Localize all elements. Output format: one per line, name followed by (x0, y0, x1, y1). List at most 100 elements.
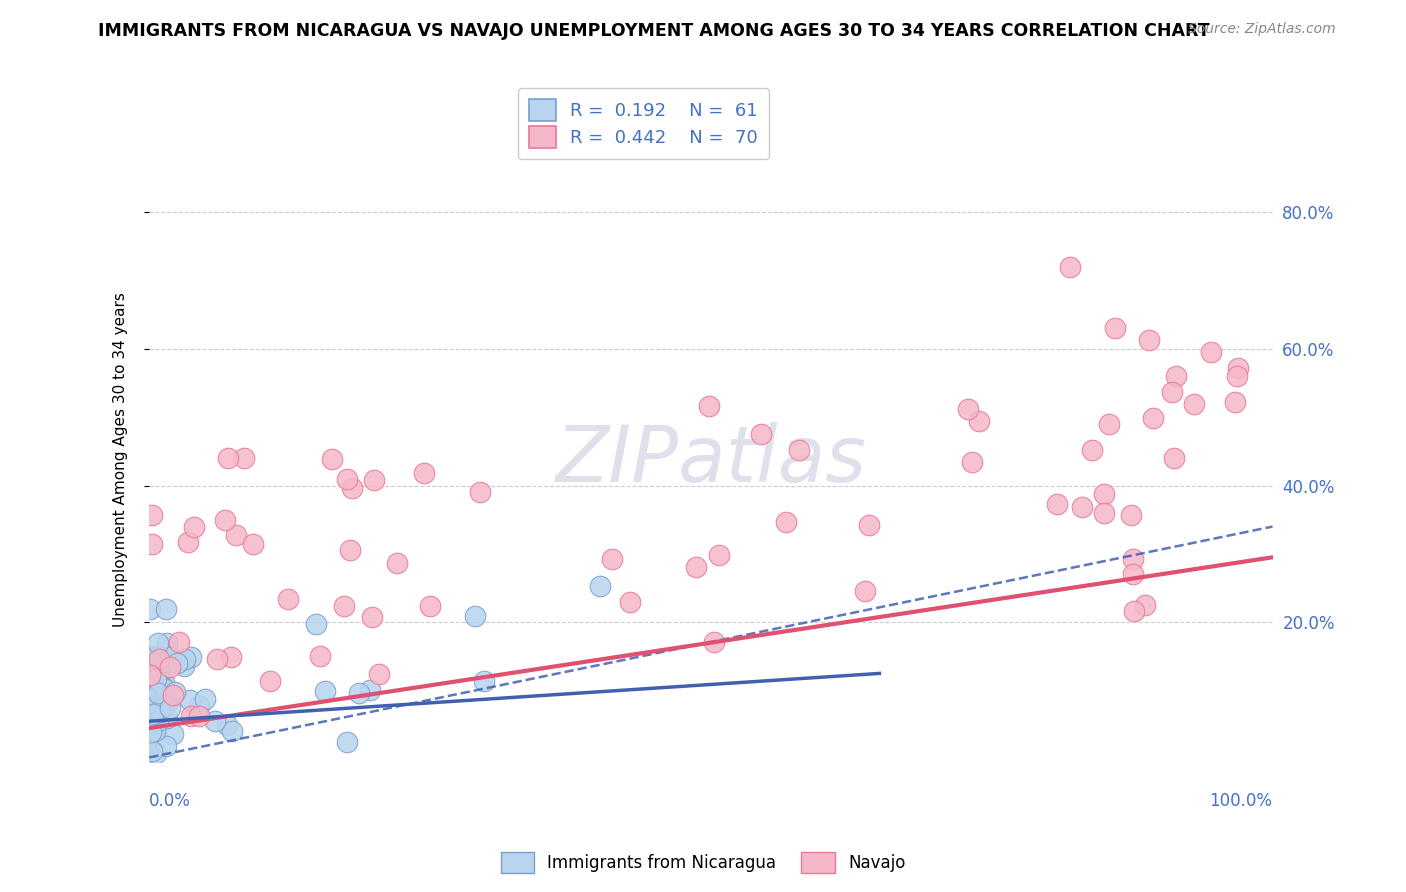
Point (148, 635, 170, 649)
Point (139, 601, 162, 615)
Point (139, 649, 162, 664)
Point (858, 517, 880, 532)
Point (360, 610, 382, 624)
Point (242, 537, 264, 551)
Point (685, 560, 707, 574)
Point (1098, 417, 1121, 431)
Point (165, 685, 187, 699)
Point (1163, 451, 1185, 466)
Point (217, 451, 239, 466)
Point (142, 705, 165, 719)
Point (194, 691, 217, 706)
Point (1142, 411, 1164, 425)
Point (464, 608, 486, 623)
Point (149, 703, 172, 717)
Point (156, 695, 179, 709)
Point (183, 519, 205, 533)
Point (139, 692, 162, 706)
Point (1122, 551, 1144, 566)
Point (152, 686, 174, 700)
Point (149, 705, 172, 719)
Point (225, 527, 247, 541)
Text: 100.0%: 100.0% (1209, 792, 1272, 811)
Text: 0.0%: 0.0% (149, 792, 191, 811)
Point (1080, 442, 1102, 457)
Point (139, 700, 162, 714)
Point (1226, 368, 1249, 383)
Point (956, 401, 979, 416)
Point (749, 426, 772, 441)
Point (145, 672, 167, 686)
Text: ZIPatlas: ZIPatlas (555, 422, 866, 498)
Point (141, 744, 163, 758)
Point (853, 584, 876, 599)
Point (143, 649, 166, 664)
Point (1164, 369, 1187, 384)
Point (1059, 260, 1081, 274)
Point (188, 709, 211, 723)
Text: Source: ZipAtlas.com: Source: ZipAtlas.com (1188, 22, 1336, 37)
Point (314, 684, 336, 698)
Point (159, 650, 181, 665)
Point (173, 658, 195, 673)
Point (139, 693, 162, 707)
Point (143, 724, 166, 739)
Point (148, 664, 170, 678)
Point (162, 727, 184, 741)
Point (139, 699, 162, 714)
Point (221, 724, 243, 739)
Point (1121, 508, 1143, 522)
Point (619, 594, 641, 608)
Point (145, 711, 167, 725)
Point (787, 443, 810, 458)
Text: IMMIGRANTS FROM NICARAGUA VS NAVAJO UNEMPLOYMENT AMONG AGES 30 TO 34 YEARS CORRE: IMMIGRANTS FROM NICARAGUA VS NAVAJO UNEM… (98, 22, 1211, 40)
Point (179, 692, 201, 706)
Point (308, 648, 330, 663)
Point (1122, 605, 1144, 619)
Point (321, 452, 343, 467)
Point (219, 649, 242, 664)
Point (1122, 567, 1144, 582)
Point (359, 683, 381, 698)
Point (205, 652, 228, 666)
Point (142, 707, 165, 722)
Point (342, 482, 364, 496)
Point (150, 656, 173, 670)
Point (167, 635, 190, 649)
Point (156, 711, 179, 725)
Point (1161, 384, 1184, 399)
Point (336, 471, 359, 485)
Point (697, 400, 720, 414)
Point (141, 725, 163, 739)
Legend: R =  0.192    N =  61, R =  0.442    N =  70: R = 0.192 N = 61, R = 0.442 N = 70 (517, 88, 769, 160)
Point (1137, 333, 1160, 347)
Point (146, 686, 169, 700)
Point (146, 693, 169, 707)
Point (472, 673, 495, 688)
Point (146, 704, 169, 718)
Point (1071, 500, 1094, 514)
Point (1046, 497, 1069, 511)
Point (1199, 345, 1222, 359)
Point (1092, 486, 1115, 500)
Point (347, 686, 370, 700)
Point (153, 674, 176, 689)
Point (166, 656, 188, 670)
Point (145, 747, 167, 761)
Point (143, 701, 166, 715)
Point (600, 552, 623, 566)
Point (204, 714, 226, 729)
Point (141, 508, 163, 522)
Point (148, 678, 170, 692)
Point (142, 686, 165, 700)
Point (148, 651, 170, 665)
Point (188, 699, 211, 714)
Point (156, 635, 179, 649)
Point (333, 599, 356, 613)
Point (277, 591, 299, 606)
Point (259, 674, 281, 689)
Point (180, 709, 202, 723)
Point (1223, 395, 1246, 409)
Point (141, 537, 163, 551)
Point (468, 484, 491, 499)
